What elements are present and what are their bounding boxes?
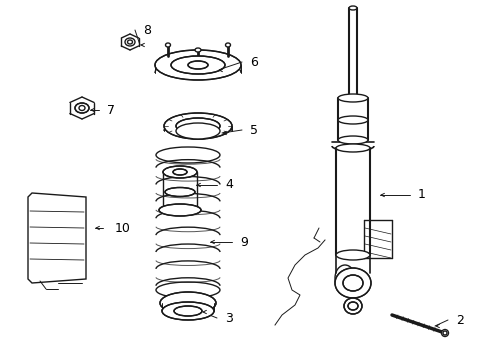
Text: 2: 2 — [455, 314, 463, 327]
Ellipse shape — [164, 188, 195, 197]
Ellipse shape — [163, 113, 231, 139]
Ellipse shape — [176, 118, 220, 134]
Text: 8: 8 — [142, 23, 151, 36]
Ellipse shape — [125, 38, 135, 46]
Text: 4: 4 — [224, 179, 232, 192]
Ellipse shape — [348, 6, 356, 10]
Text: 3: 3 — [224, 311, 232, 324]
Ellipse shape — [337, 136, 367, 144]
Ellipse shape — [162, 302, 214, 320]
Ellipse shape — [171, 56, 224, 74]
Text: 5: 5 — [249, 123, 258, 136]
Ellipse shape — [337, 94, 367, 102]
Ellipse shape — [225, 43, 230, 47]
Text: 7: 7 — [107, 104, 115, 117]
Ellipse shape — [335, 144, 369, 152]
Ellipse shape — [334, 268, 370, 298]
Ellipse shape — [159, 204, 201, 216]
Ellipse shape — [187, 61, 207, 69]
Ellipse shape — [347, 302, 357, 310]
Ellipse shape — [165, 43, 170, 47]
Ellipse shape — [195, 48, 201, 52]
Text: 6: 6 — [249, 55, 257, 68]
Text: 9: 9 — [240, 235, 247, 248]
Ellipse shape — [176, 123, 220, 139]
Text: 1: 1 — [417, 189, 425, 202]
Ellipse shape — [155, 50, 241, 80]
Ellipse shape — [343, 298, 361, 314]
Ellipse shape — [335, 250, 369, 260]
Ellipse shape — [337, 116, 367, 124]
Ellipse shape — [163, 166, 197, 178]
Ellipse shape — [75, 103, 89, 113]
Ellipse shape — [441, 329, 447, 337]
Ellipse shape — [174, 306, 202, 316]
Ellipse shape — [173, 169, 186, 175]
Polygon shape — [28, 193, 86, 283]
Text: 10: 10 — [115, 221, 131, 234]
Ellipse shape — [334, 265, 354, 291]
Ellipse shape — [342, 275, 362, 291]
Ellipse shape — [160, 292, 216, 314]
